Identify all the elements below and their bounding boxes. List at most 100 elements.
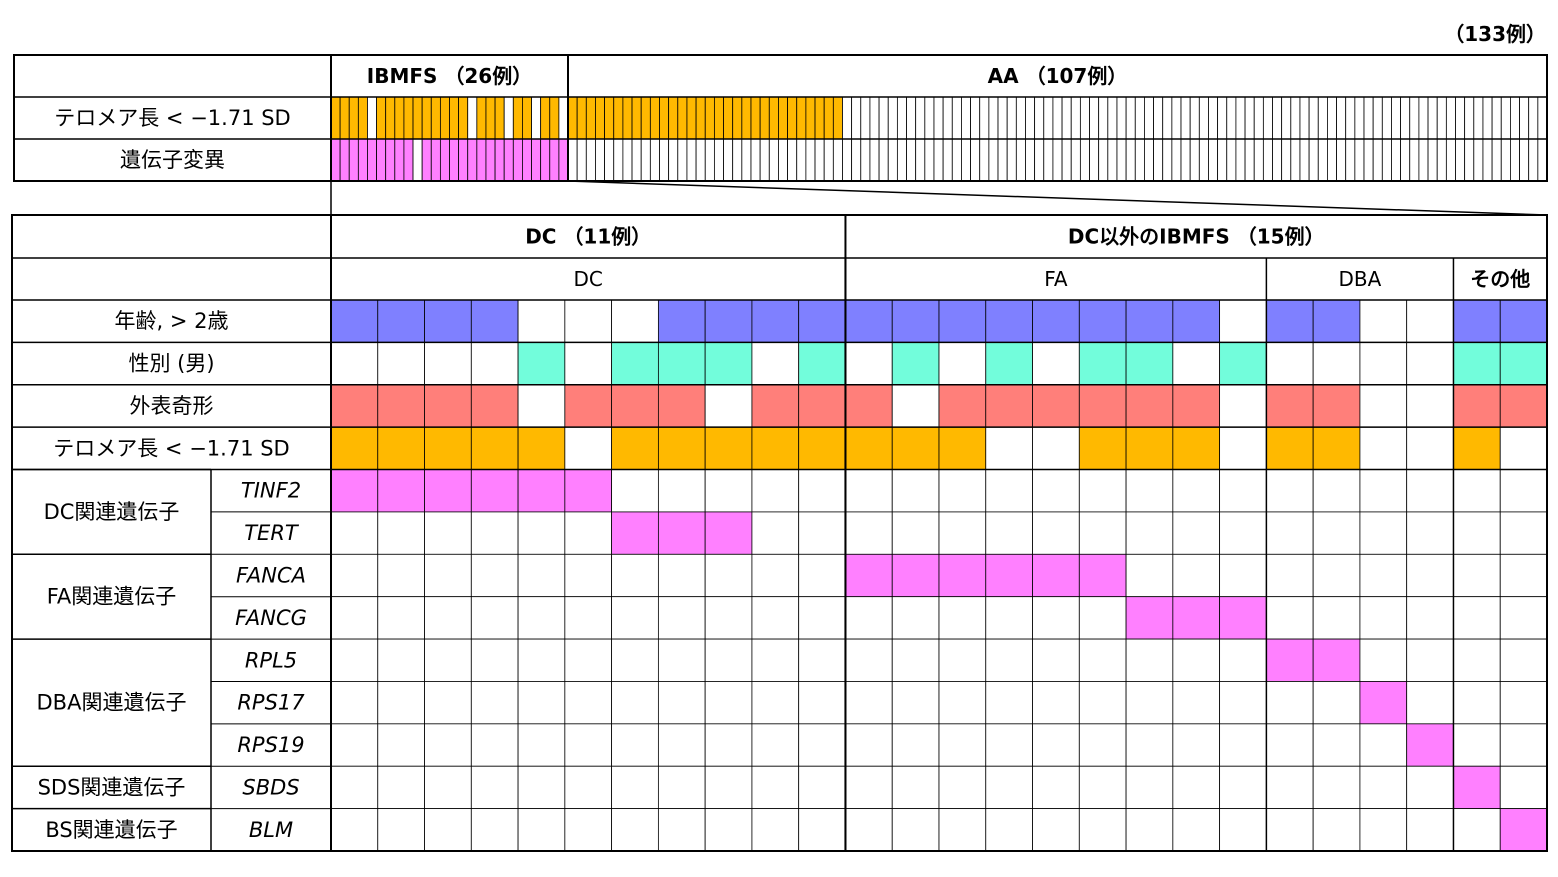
overview-cell xyxy=(1052,138,1063,182)
gene-cell xyxy=(938,596,987,640)
gene-name-label: RPS17 xyxy=(237,691,305,715)
overview-cell xyxy=(1482,138,1493,182)
feature-cell xyxy=(1219,426,1267,470)
gene-cell xyxy=(1078,511,1127,555)
gene-cell xyxy=(704,469,753,513)
overview-cell xyxy=(1015,138,1026,182)
overview-cell xyxy=(1290,138,1301,182)
overview-cell xyxy=(805,138,816,182)
overview-cell xyxy=(1510,96,1520,140)
feature-cell xyxy=(1359,384,1408,428)
gene-cell xyxy=(798,511,846,555)
overview-cell xyxy=(942,138,953,182)
overview-cell xyxy=(741,138,752,182)
gene-cell xyxy=(1499,511,1548,555)
gene-cell xyxy=(424,511,472,555)
gene-cell xyxy=(470,511,519,555)
gene-cell xyxy=(517,808,566,852)
gene-cell xyxy=(1312,765,1361,810)
overview-cell xyxy=(887,96,898,140)
overview-cell xyxy=(915,96,926,140)
feature-cell xyxy=(798,426,846,470)
gene-cell xyxy=(1359,638,1408,682)
overview-cell xyxy=(1144,96,1154,140)
overview-cell xyxy=(713,96,724,140)
overview-cell xyxy=(1153,96,1164,140)
overview-cell xyxy=(759,96,770,140)
gene-cell xyxy=(1125,469,1174,513)
gene-cell xyxy=(1265,511,1314,555)
gene-cell xyxy=(657,596,706,640)
overview-cell xyxy=(1281,138,1292,182)
overview-cell xyxy=(1226,96,1237,140)
overview-cell xyxy=(979,138,990,182)
overview-cell xyxy=(796,96,807,140)
feature-cell xyxy=(1499,299,1548,343)
feature-cell xyxy=(1125,341,1174,386)
overview-cell xyxy=(1061,138,1072,182)
gene-cell xyxy=(517,681,566,725)
feature-cell xyxy=(985,384,1033,428)
feature-cell xyxy=(1265,426,1314,470)
overview-cell xyxy=(713,138,724,182)
overview-cell xyxy=(842,96,853,140)
gene-cell xyxy=(1265,808,1314,852)
overview-cell xyxy=(567,96,578,140)
overview-cell xyxy=(576,96,587,140)
gene-cell xyxy=(611,681,659,725)
gene-cell xyxy=(751,723,800,767)
overview-cell xyxy=(933,138,944,182)
overview-cell xyxy=(961,96,971,140)
overview-cell xyxy=(878,96,889,140)
feature-cell xyxy=(1499,426,1548,470)
gene-cell xyxy=(845,638,893,682)
gene-cell xyxy=(704,553,753,598)
feature-cell xyxy=(798,384,846,428)
zoom-right-line xyxy=(567,180,1548,216)
overview-cell xyxy=(449,96,460,140)
overview-cell xyxy=(1070,96,1081,140)
feature-cell xyxy=(1406,341,1454,386)
overview-cell xyxy=(1079,96,1090,140)
overview-cell xyxy=(1235,138,1246,182)
overview-cell xyxy=(376,138,387,182)
gene-cell xyxy=(1172,469,1221,513)
feature-cell xyxy=(1078,426,1127,470)
feature-cell xyxy=(1172,384,1221,428)
gene-cell xyxy=(424,723,472,767)
gene-cell xyxy=(1359,808,1408,852)
overview-cell xyxy=(1253,138,1264,182)
gene-cell xyxy=(611,596,659,640)
overview-cell xyxy=(723,96,734,140)
gene-cell xyxy=(1312,638,1361,682)
overview-cell xyxy=(367,96,377,140)
gene-cell xyxy=(1219,681,1267,725)
overview-cell xyxy=(403,96,414,140)
gene-cell xyxy=(1125,596,1174,640)
gene-cell xyxy=(657,553,706,598)
overview-cell xyxy=(458,96,469,140)
overview-cell xyxy=(1006,138,1017,182)
feature-cell xyxy=(564,341,613,386)
overview-cell xyxy=(887,138,898,182)
overview-cell xyxy=(348,96,359,140)
feature-cell xyxy=(1172,299,1221,343)
gene-cell xyxy=(1125,511,1174,555)
overview-cell xyxy=(376,96,387,140)
overview-cell xyxy=(631,96,642,140)
feature-cell xyxy=(845,299,893,343)
feature-cell xyxy=(1406,384,1454,428)
overview-cell xyxy=(604,138,615,182)
gene-cell xyxy=(1125,808,1174,852)
gene-cell xyxy=(985,765,1033,810)
feature-cell xyxy=(891,384,940,428)
overview-cell xyxy=(832,96,843,140)
overview-cell xyxy=(1336,138,1347,182)
gene-cell xyxy=(845,808,893,852)
overview-cell xyxy=(467,138,478,182)
feature-cell xyxy=(657,341,706,386)
overview-cell xyxy=(357,138,368,182)
overview-cell xyxy=(1134,96,1145,140)
overview-cell xyxy=(585,96,596,140)
overview-cell xyxy=(1098,138,1109,182)
